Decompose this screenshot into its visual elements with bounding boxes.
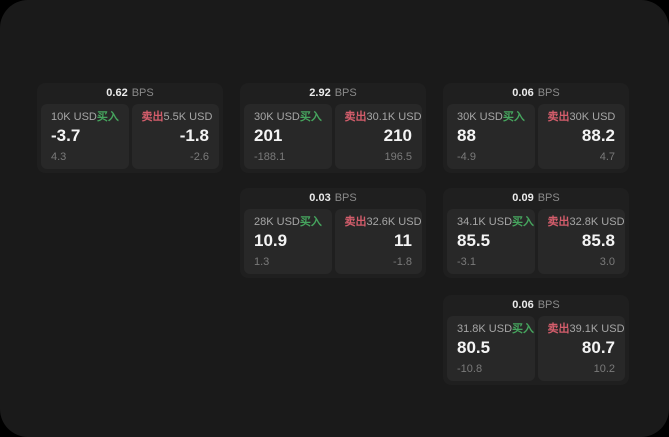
buy-price: 10.9 [254, 231, 288, 250]
sell-size-label: 32.8K USD [569, 216, 625, 228]
buy-quote-panel[interactable]: 10K USD 买入 -3.7 4.3 [41, 104, 129, 169]
buy-side-label: 买入 [299, 111, 322, 123]
sell-quote-panel[interactable]: 卖出 39.1K USD 80.7 10.2 [537, 316, 625, 381]
buy-quote-panel[interactable]: 30K USD 买入 201 -188.1 [244, 104, 332, 169]
buy-size-label: 31.8K USD [457, 323, 513, 335]
sell-size-label: 32.6K USD [366, 216, 422, 228]
sell-delta: 4.7 [599, 151, 615, 163]
buy-price: 85.5 [457, 231, 491, 250]
buy-price: 88 [457, 126, 476, 145]
quote-card: 2.92 BPS 30K USD 买入 201 -188.1 卖出 30.1K … [240, 83, 426, 173]
buy-side-label: 买入 [96, 111, 119, 123]
buy-size-label: 10K USD [51, 111, 97, 123]
quote-card: 0.06 BPS 31.8K USD 买入 80.5 -10.8 卖出 39.1… [443, 295, 629, 385]
buy-delta: -188.1 [254, 151, 286, 163]
spread-unit: BPS [537, 87, 560, 99]
spread-header: 0.09 BPS [443, 188, 629, 209]
spread-header: 0.62 BPS [37, 83, 223, 104]
spread-unit: BPS [537, 192, 560, 204]
quote-panels: 10K USD 买入 -3.7 4.3 卖出 5.5K USD -1.8 -2.… [37, 104, 223, 173]
quote-card: 0.03 BPS 28K USD 买入 10.9 1.3 卖出 32.6K US… [240, 188, 426, 278]
buy-delta: 4.3 [51, 151, 67, 163]
quote-card: 0.62 BPS 10K USD 买入 -3.7 4.3 卖出 5.5K USD… [37, 83, 223, 173]
sell-quote-panel[interactable]: 卖出 30.1K USD 210 196.5 [334, 104, 422, 169]
buy-side-label: 买入 [299, 216, 322, 228]
sell-delta: 196.5 [384, 151, 412, 163]
sell-quote-panel[interactable]: 卖出 5.5K USD -1.8 -2.6 [131, 104, 219, 169]
spread-value: 0.06 [512, 87, 534, 99]
sell-delta: -1.8 [393, 256, 412, 268]
quote-panels: 30K USD 买入 201 -188.1 卖出 30.1K USD 210 1… [240, 104, 426, 173]
quote-card: 0.06 BPS 30K USD 买入 88 -4.9 卖出 30K USD 8… [443, 83, 629, 173]
spread-value: 0.06 [512, 299, 534, 311]
quote-panels: 28K USD 买入 10.9 1.3 卖出 32.6K USD 11 -1.8 [240, 209, 426, 278]
quote-panels: 30K USD 买入 88 -4.9 卖出 30K USD 88.2 4.7 [443, 104, 629, 173]
sell-side-label: 卖出 [141, 111, 164, 123]
sell-size-label: 30K USD [569, 111, 616, 123]
buy-quote-panel[interactable]: 28K USD 买入 10.9 1.3 [244, 209, 332, 274]
spread-unit: BPS [131, 87, 154, 99]
sell-size-label: 39.1K USD [569, 323, 625, 335]
sell-side-label: 卖出 [344, 111, 367, 123]
buy-side-label: 买入 [512, 216, 535, 228]
sell-delta: 3.0 [599, 256, 615, 268]
sell-side-label: 卖出 [547, 323, 570, 335]
spread-header: 2.92 BPS [240, 83, 426, 104]
spread-unit: BPS [537, 299, 560, 311]
quote-panels: 31.8K USD 买入 80.5 -10.8 卖出 39.1K USD 80.… [443, 316, 629, 385]
buy-price: 201 [254, 126, 283, 145]
buy-delta: -4.9 [457, 151, 476, 163]
buy-price: -3.7 [51, 126, 81, 145]
sell-quote-panel[interactable]: 卖出 32.6K USD 11 -1.8 [334, 209, 422, 274]
sell-side-label: 卖出 [344, 216, 367, 228]
spread-header: 0.06 BPS [443, 295, 629, 316]
sell-price: 11 [394, 231, 412, 250]
buy-delta: -3.1 [457, 256, 476, 268]
sell-delta: -2.6 [190, 151, 209, 163]
spread-value: 0.09 [512, 192, 534, 204]
spread-unit: BPS [334, 87, 357, 99]
spread-header: 0.03 BPS [240, 188, 426, 209]
sell-delta: 10.2 [593, 363, 615, 375]
sell-price: 80.7 [581, 338, 615, 357]
sell-price: 88.2 [581, 126, 615, 145]
buy-delta: -10.8 [457, 363, 483, 375]
buy-side-label: 买入 [512, 323, 535, 335]
sell-quote-panel[interactable]: 卖出 30K USD 88.2 4.7 [537, 104, 625, 169]
spread-value: 2.92 [309, 87, 331, 99]
buy-size-label: 30K USD [457, 111, 503, 123]
buy-size-label: 34.1K USD [457, 216, 513, 228]
sell-price: 210 [383, 126, 412, 145]
buy-size-label: 30K USD [254, 111, 300, 123]
spread-header: 0.06 BPS [443, 83, 629, 104]
buy-size-label: 28K USD [254, 216, 300, 228]
buy-price: 80.5 [457, 338, 491, 357]
buy-quote-panel[interactable]: 31.8K USD 买入 80.5 -10.8 [447, 316, 535, 381]
sell-side-label: 卖出 [547, 216, 570, 228]
buy-delta: 1.3 [254, 256, 270, 268]
sell-size-label: 5.5K USD [163, 111, 213, 123]
sell-size-label: 30.1K USD [366, 111, 422, 123]
sell-price: 85.8 [581, 231, 615, 250]
spread-value: 0.62 [106, 87, 128, 99]
buy-quote-panel[interactable]: 30K USD 买入 88 -4.9 [447, 104, 535, 169]
quote-panels: 34.1K USD 买入 85.5 -3.1 卖出 32.8K USD 85.8… [443, 209, 629, 278]
quote-card: 0.09 BPS 34.1K USD 买入 85.5 -3.1 卖出 32.8K… [443, 188, 629, 278]
spread-value: 0.03 [309, 192, 331, 204]
sell-quote-panel[interactable]: 卖出 32.8K USD 85.8 3.0 [537, 209, 625, 274]
buy-quote-panel[interactable]: 34.1K USD 买入 85.5 -3.1 [447, 209, 535, 274]
sell-side-label: 卖出 [547, 111, 570, 123]
buy-side-label: 买入 [502, 111, 525, 123]
sell-price: -1.8 [179, 126, 209, 145]
spread-unit: BPS [334, 192, 357, 204]
